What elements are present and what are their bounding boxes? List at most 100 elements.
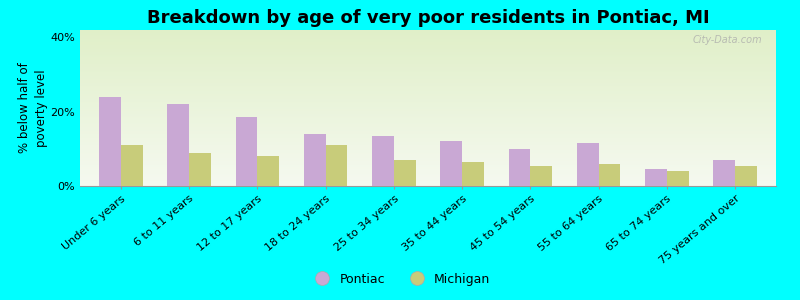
Y-axis label: % below half of
poverty level: % below half of poverty level (18, 63, 48, 153)
Bar (80, 118, 776, 119)
Bar (80, 164, 776, 165)
Bar (509, 149, 530, 186)
Bar (80, 83, 776, 84)
Bar (80, 162, 776, 163)
Bar (80, 155, 776, 156)
Bar (80, 87, 776, 88)
Bar (80, 49, 776, 50)
Title: Breakdown by age of very poor residents in Pontiac, MI: Breakdown by age of very poor residents … (146, 9, 710, 27)
Bar (80, 170, 776, 171)
Bar (80, 82, 776, 83)
Bar (80, 56, 776, 57)
Bar (80, 34, 776, 35)
Bar (80, 81, 776, 82)
Bar (80, 141, 776, 142)
Bar (80, 154, 776, 155)
Bar (304, 134, 326, 186)
Bar (80, 127, 776, 128)
Bar (80, 178, 776, 179)
Bar (80, 92, 776, 93)
Bar (80, 126, 776, 127)
Bar (80, 77, 776, 78)
Bar (80, 94, 776, 95)
Bar (80, 103, 776, 104)
Bar (80, 179, 776, 180)
Bar (80, 32, 776, 33)
Bar (80, 144, 776, 145)
Bar (80, 182, 776, 183)
Bar (80, 169, 776, 170)
Bar (80, 40, 776, 41)
Bar (80, 63, 776, 64)
Bar (577, 143, 598, 186)
Bar (714, 160, 735, 186)
Bar (80, 66, 776, 68)
Bar (80, 113, 776, 114)
Bar (80, 31, 776, 32)
Bar (80, 123, 776, 124)
Bar (80, 78, 776, 79)
Bar (645, 169, 667, 186)
Bar (80, 100, 776, 101)
Bar (80, 132, 776, 133)
Bar (80, 104, 776, 105)
Bar (80, 48, 776, 49)
Bar (80, 153, 776, 154)
Bar (80, 35, 776, 36)
Bar (735, 166, 757, 186)
Bar (80, 173, 776, 175)
Bar (80, 133, 776, 134)
Bar (80, 33, 776, 34)
Bar (80, 84, 776, 85)
Bar (80, 161, 776, 162)
Bar (80, 152, 776, 153)
Bar (80, 73, 776, 74)
Bar (80, 76, 776, 77)
Bar (80, 52, 776, 53)
Bar (80, 163, 776, 164)
Bar (80, 111, 776, 112)
Bar (80, 39, 776, 41)
Bar (80, 176, 776, 177)
Bar (80, 181, 776, 182)
Bar (80, 136, 776, 137)
Bar (80, 151, 776, 152)
Bar (80, 86, 776, 87)
Bar (80, 58, 776, 59)
Bar (80, 124, 776, 126)
Bar (80, 134, 776, 135)
Bar (80, 175, 776, 176)
Bar (80, 54, 776, 55)
Bar (80, 167, 776, 168)
Bar (80, 45, 776, 46)
Bar (235, 117, 258, 186)
Bar (80, 122, 776, 123)
Bar (598, 164, 621, 186)
Bar (80, 166, 776, 167)
Bar (326, 145, 347, 186)
Bar (80, 159, 776, 160)
Bar (80, 57, 776, 58)
Bar (80, 38, 776, 39)
Bar (80, 119, 776, 121)
Bar (80, 115, 776, 116)
Bar (80, 85, 776, 86)
Bar (80, 74, 776, 75)
Bar (372, 136, 394, 186)
Bar (80, 157, 776, 158)
Bar (530, 166, 552, 186)
Bar (80, 114, 776, 115)
Bar (80, 53, 776, 54)
Bar (80, 135, 776, 136)
Bar (80, 121, 776, 122)
Bar (80, 156, 776, 157)
Bar (80, 184, 776, 185)
Bar (80, 36, 776, 37)
Bar (80, 64, 776, 65)
Bar (80, 107, 776, 108)
Legend: Pontiac, Michigan: Pontiac, Michigan (305, 268, 495, 291)
Bar (80, 65, 776, 66)
Bar (80, 108, 776, 109)
Bar (80, 80, 776, 81)
Bar (80, 59, 776, 60)
